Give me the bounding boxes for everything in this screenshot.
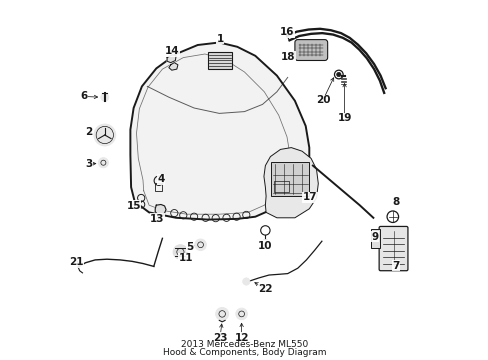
FancyBboxPatch shape: [378, 226, 407, 271]
Text: 23: 23: [212, 333, 227, 343]
Polygon shape: [130, 42, 309, 220]
Polygon shape: [155, 204, 166, 215]
Circle shape: [242, 278, 249, 285]
Text: 11: 11: [179, 253, 193, 264]
Text: 17: 17: [302, 192, 317, 202]
Polygon shape: [168, 63, 178, 70]
Text: 15: 15: [126, 201, 141, 211]
Bar: [155, 183, 162, 191]
Text: 20: 20: [315, 95, 329, 105]
Circle shape: [173, 245, 187, 259]
Circle shape: [261, 239, 268, 247]
Text: 10: 10: [258, 240, 272, 251]
Polygon shape: [167, 55, 176, 63]
Text: 6: 6: [81, 91, 88, 102]
Circle shape: [94, 124, 115, 146]
Text: 14: 14: [164, 46, 179, 56]
Text: 1: 1: [216, 33, 223, 44]
Text: 2013 Mercedes-Benz ML550: 2013 Mercedes-Benz ML550: [181, 341, 307, 349]
Circle shape: [215, 307, 228, 320]
Text: 8: 8: [392, 197, 399, 207]
Circle shape: [194, 239, 206, 251]
Bar: [370, 229, 380, 248]
Text: 22: 22: [258, 284, 272, 294]
Circle shape: [336, 72, 340, 77]
Circle shape: [98, 158, 108, 168]
Bar: [207, 52, 232, 69]
Text: 19: 19: [337, 113, 351, 123]
Circle shape: [235, 308, 247, 320]
Bar: [271, 162, 309, 196]
FancyBboxPatch shape: [294, 40, 327, 60]
Text: 21: 21: [69, 257, 83, 267]
Polygon shape: [264, 148, 318, 218]
Text: 5: 5: [186, 242, 193, 252]
Text: 2: 2: [85, 127, 92, 137]
Bar: [274, 181, 288, 192]
Text: 7: 7: [391, 261, 399, 271]
Text: 9: 9: [370, 232, 378, 242]
Text: 3: 3: [85, 159, 92, 169]
Text: 18: 18: [281, 52, 295, 62]
Circle shape: [101, 93, 108, 101]
Text: Hood & Components, Body Diagram: Hood & Components, Body Diagram: [163, 348, 325, 356]
Text: 16: 16: [279, 27, 294, 37]
Text: 4: 4: [157, 174, 164, 184]
Text: 13: 13: [150, 214, 164, 224]
Text: 12: 12: [234, 333, 248, 343]
